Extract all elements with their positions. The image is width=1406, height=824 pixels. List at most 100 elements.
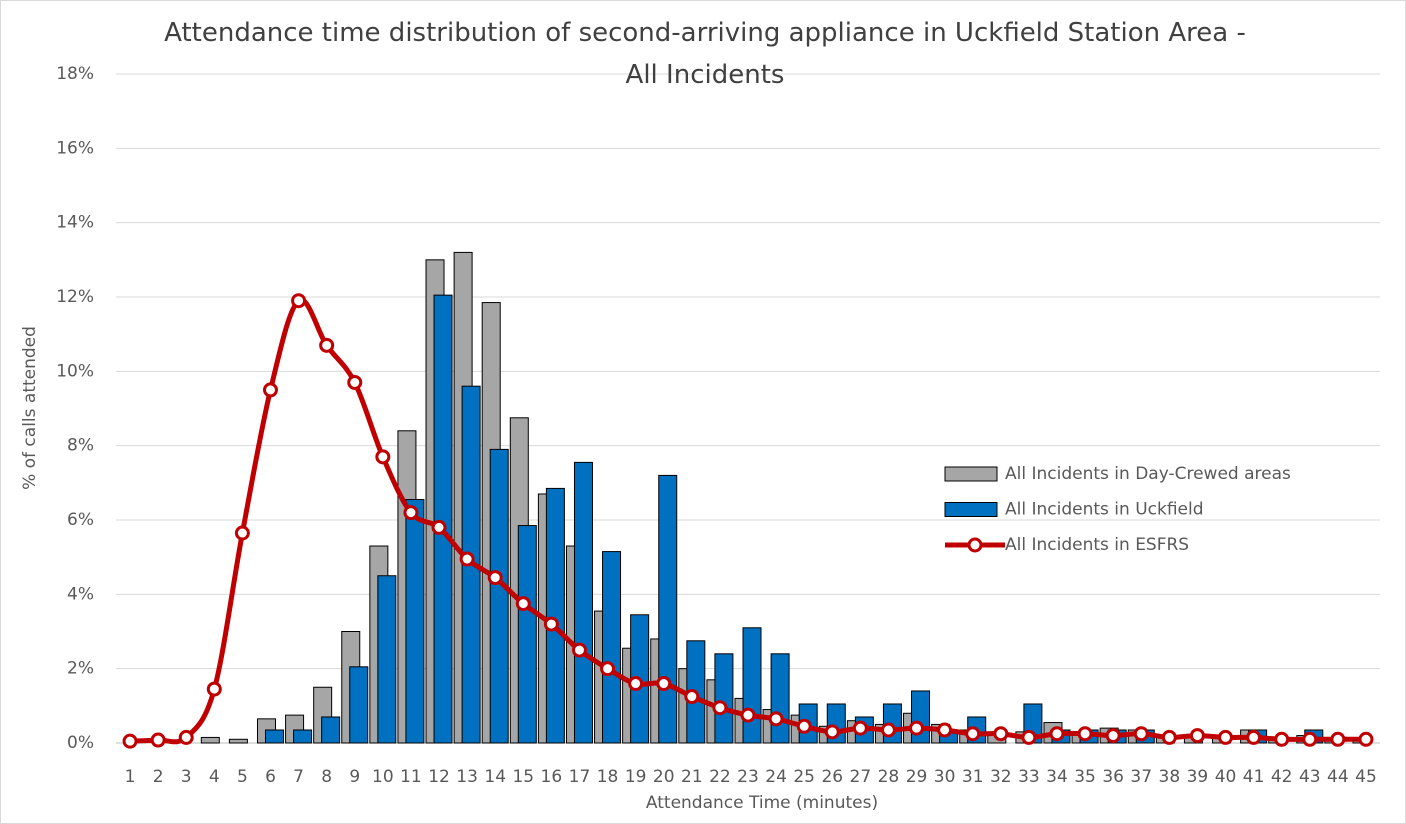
x-tick-label: 12 (428, 767, 450, 787)
line-marker (993, 726, 1009, 742)
x-tick-label: 17 (569, 767, 591, 787)
line-marker (965, 726, 981, 742)
x-tick-label: 6 (265, 767, 276, 787)
x-tick-label: 32 (990, 767, 1012, 787)
line-marker (656, 676, 672, 692)
line-marker (543, 616, 559, 632)
y-axis-label: % of calls attended (20, 326, 40, 490)
x-tick-label: 38 (1159, 767, 1181, 787)
line-marker (150, 732, 166, 748)
line-marker (852, 720, 868, 736)
x-tick-label: 45 (1355, 767, 1377, 787)
legend-label: All Incidents in ESFRS (1005, 535, 1189, 555)
x-tick-label: 26 (821, 767, 843, 787)
bar (517, 525, 537, 744)
line-marker (1161, 729, 1177, 745)
x-axis-label: Attendance Time (minutes) (646, 793, 878, 813)
x-tick-label: 13 (456, 767, 478, 787)
x-tick-label: 4 (209, 767, 220, 787)
x-tick-label: 7 (293, 767, 304, 787)
line-marker (122, 733, 138, 749)
line-marker (1274, 731, 1290, 747)
x-tick-label: 20 (653, 767, 675, 787)
line-marker (347, 374, 363, 390)
x-tick-label: 40 (1215, 767, 1237, 787)
line-marker (459, 551, 475, 567)
line-marker (234, 525, 250, 541)
line-marker (291, 293, 307, 309)
x-tick-label: 19 (625, 767, 647, 787)
x-tick-label: 33 (1018, 767, 1040, 787)
line-marker (178, 729, 194, 745)
bar (321, 716, 341, 744)
line-marker (515, 596, 531, 612)
x-tick-label: 44 (1327, 767, 1349, 787)
y-tick-label: 18% (56, 64, 94, 84)
line-marker (628, 676, 644, 692)
x-tick-label: 41 (1243, 767, 1265, 787)
line-marker (571, 642, 587, 658)
x-tick-label: 31 (962, 767, 984, 787)
y-tick-label: 14% (56, 213, 94, 233)
line-marker (206, 681, 222, 697)
line-marker (403, 505, 419, 521)
line-marker (1105, 728, 1121, 744)
y-tick-label: 12% (56, 287, 94, 307)
x-tick-label: 22 (709, 767, 731, 787)
bar (714, 653, 734, 744)
line-marker (880, 722, 896, 738)
x-tick-label: 37 (1130, 767, 1152, 787)
line-marker (684, 689, 700, 705)
bar (264, 729, 284, 744)
line-marker (909, 720, 925, 736)
x-tick-label: 28 (878, 767, 900, 787)
x-tick-label: 1 (125, 767, 136, 787)
line-marker (1330, 731, 1346, 747)
line-marker (937, 722, 953, 738)
bar (377, 575, 397, 744)
line-marker (375, 449, 391, 465)
x-tick-label: 21 (681, 767, 703, 787)
line-marker (1358, 731, 1374, 747)
legend-label: All Incidents in Uckfield (1005, 500, 1204, 520)
x-tick-label: 15 (512, 767, 534, 787)
line-marker (712, 700, 728, 716)
line-marker (1133, 726, 1149, 742)
x-tick-label: 14 (484, 767, 506, 787)
x-tick-label: 3 (181, 767, 192, 787)
line-marker (431, 519, 447, 535)
line-marker (262, 382, 278, 398)
line-marker (740, 707, 756, 723)
bar (545, 487, 565, 744)
x-tick-label: 42 (1271, 767, 1293, 787)
line-marker (1302, 731, 1318, 747)
x-tick-label: 10 (372, 767, 394, 787)
y-tick-label: 2% (67, 659, 94, 679)
bar (770, 653, 790, 744)
x-tick-label: 11 (400, 767, 422, 787)
legend-swatch (967, 537, 983, 553)
bar (573, 461, 593, 744)
bar (200, 736, 220, 744)
line-marker (1189, 728, 1205, 744)
y-tick-label: 10% (56, 361, 94, 381)
x-tick-label: 39 (1187, 767, 1209, 787)
bar (742, 627, 762, 744)
line-marker (1077, 726, 1093, 742)
bar (658, 474, 678, 744)
x-tick-label: 5 (237, 767, 248, 787)
x-tick-label: 43 (1299, 767, 1321, 787)
line-marker (1021, 729, 1037, 745)
bar (405, 499, 425, 744)
x-tick-label: 23 (737, 767, 759, 787)
line-marker (796, 718, 812, 734)
x-tick-label: 8 (321, 767, 332, 787)
x-tick-label: 24 (765, 767, 787, 787)
line-marker (1049, 726, 1065, 742)
x-tick-label: 9 (349, 767, 360, 787)
line-marker (319, 337, 335, 353)
chart-title: Attendance time distribution of second-a… (164, 18, 1246, 90)
x-tick-label: 2 (153, 767, 164, 787)
